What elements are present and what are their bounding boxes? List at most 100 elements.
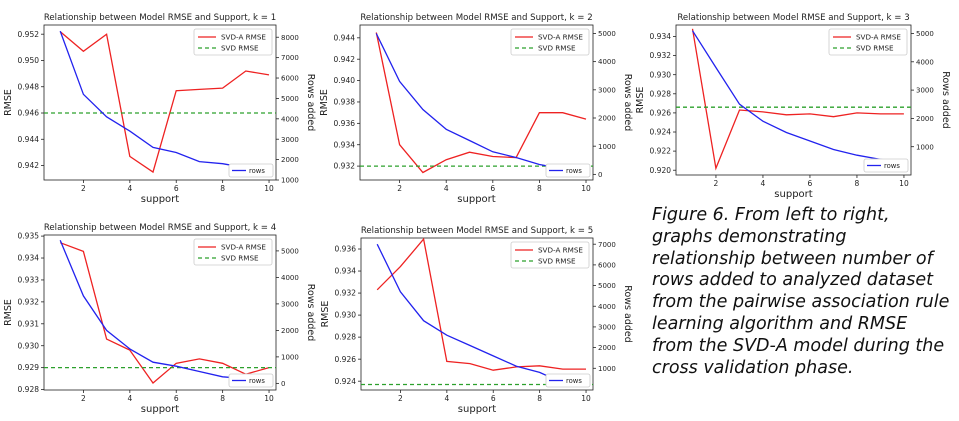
- y-tick-label: 0.935: [18, 232, 40, 241]
- legend-label: SVD-A RMSE: [856, 33, 901, 42]
- chart-k4: Relationship between Model RMSE and Supp…: [3, 223, 316, 415]
- figure-caption: Figure 6. From left to right, graphs dem…: [652, 205, 950, 378]
- x-tick-label: 4: [761, 179, 766, 188]
- y-tick-label: 0.929: [18, 363, 40, 372]
- svd-a-rmse-line: [375, 32, 587, 174]
- x-tick-label: 2: [397, 184, 402, 193]
- y-tick-label: 0.934: [334, 140, 356, 149]
- legend: SVD-A RMSE SVD RMSE: [193, 28, 273, 56]
- y-tick-label: 0.938: [334, 98, 356, 107]
- y-tick-label: 0.930: [18, 341, 40, 350]
- legend-label: SVD RMSE: [538, 44, 576, 53]
- y-axis-label: RMSE: [3, 299, 14, 326]
- x-axis-label: support: [774, 189, 812, 200]
- y2-tick-label: 0: [598, 171, 602, 179]
- x-tick-label: 6: [174, 184, 179, 193]
- y2-tick-label: 3000: [281, 300, 299, 308]
- legend-label: SVD RMSE: [221, 44, 259, 53]
- y2-tick-label: 1000: [916, 143, 934, 151]
- y2-tick-label: 1000: [598, 365, 616, 373]
- x-tick-label: 2: [398, 394, 403, 403]
- y-axis-label: RMSE: [320, 301, 331, 328]
- rows-legend-label: rows: [249, 167, 265, 175]
- y-tick-label: 0.944: [18, 135, 40, 144]
- chart-k5: Relationship between Model RMSE and Supp…: [320, 226, 633, 415]
- legend: SVD-A RMSE SVD RMSE: [510, 28, 590, 56]
- y-tick-label: 0.946: [18, 109, 40, 118]
- y-tick-label: 0.936: [335, 245, 357, 254]
- x-axis-label: support: [141, 194, 179, 205]
- chart-k2: Relationship between Model RMSE and Supp…: [319, 13, 633, 205]
- rows-legend-box: [228, 163, 274, 178]
- chart-k3: Relationship between Model RMSE and Supp…: [635, 13, 951, 200]
- y2-tick-label: 5000: [281, 247, 299, 255]
- legend-label: SVD RMSE: [221, 254, 259, 263]
- x-tick-label: 6: [808, 179, 813, 188]
- x-tick-label: 8: [537, 394, 542, 403]
- rows-line: [691, 30, 904, 163]
- y-tick-label: 0.932: [334, 162, 356, 171]
- x-tick-label: 10: [899, 179, 909, 188]
- x-tick-label: 10: [264, 184, 274, 193]
- rows-legend-box: [545, 163, 591, 178]
- y2-tick-label: 5000: [598, 30, 616, 38]
- y2-tick-label: 4000: [281, 115, 299, 123]
- y2-tick-label: 1000: [281, 353, 299, 361]
- rows-legend: rows: [863, 158, 909, 173]
- rows-legend: rows: [545, 373, 591, 388]
- y2-tick-label: 5000: [598, 282, 616, 290]
- y-axis-label: RMSE: [3, 89, 14, 116]
- x-tick-label: 2: [81, 394, 86, 403]
- y-tick-label: 0.934: [650, 32, 672, 41]
- rows-legend-box: [228, 373, 274, 388]
- x-tick-label: 8: [537, 184, 542, 193]
- y2-tick-label: 3000: [281, 136, 299, 144]
- y-tick-label: 0.952: [18, 30, 40, 39]
- y-tick-label: 0.950: [18, 56, 40, 65]
- x-tick-label: 6: [491, 394, 496, 403]
- svd-a-rmse-line: [59, 31, 270, 174]
- y-tick-label: 0.932: [18, 297, 40, 306]
- y-tick-label: 0.932: [650, 51, 672, 60]
- y-tick-label: 0.928: [335, 333, 357, 342]
- y2-tick-label: 0: [281, 380, 285, 388]
- chart-title: Relationship between Model RMSE and Supp…: [360, 13, 592, 23]
- y-tick-label: 0.930: [335, 311, 357, 320]
- y-tick-label: 0.933: [18, 276, 40, 285]
- rows-legend: rows: [228, 373, 274, 388]
- legend: SVD-A RMSE SVD RMSE: [510, 241, 590, 269]
- y2-tick-label: 2000: [598, 115, 616, 123]
- x-axis-label: support: [458, 404, 496, 415]
- y2-tick-label: 2000: [598, 344, 616, 352]
- y-tick-label: 0.930: [650, 70, 672, 79]
- y-tick-label: 0.944: [334, 33, 356, 42]
- y-tick-label: 0.928: [18, 385, 40, 394]
- svd-a-rmse-line: [59, 242, 270, 384]
- y2-axis-label: Rows added: [940, 71, 951, 128]
- y2-tick-label: 1000: [598, 143, 616, 151]
- x-axis-label: support: [457, 194, 495, 205]
- y-tick-label: 0.920: [650, 166, 672, 175]
- legend-label: SVD-A RMSE: [221, 243, 266, 252]
- y2-tick-label: 2000: [281, 156, 299, 164]
- x-tick-label: 10: [264, 394, 274, 403]
- x-tick-label: 4: [127, 184, 132, 193]
- y2-tick-label: 3000: [598, 324, 616, 332]
- y2-tick-label: 3000: [598, 86, 616, 94]
- legend: SVD-A RMSE SVD RMSE: [828, 28, 908, 56]
- y-tick-label: 0.936: [334, 119, 356, 128]
- chart-title: Relationship between Model RMSE and Supp…: [44, 13, 276, 23]
- rows-legend-box: [545, 373, 591, 388]
- y2-tick-label: 2000: [281, 327, 299, 335]
- y-tick-label: 0.926: [335, 355, 357, 364]
- svd-a-rmse-line: [376, 237, 586, 371]
- y-tick-label: 0.928: [650, 89, 672, 98]
- y2-tick-label: 7000: [598, 241, 616, 249]
- legend-label: SVD RMSE: [856, 44, 894, 53]
- y2-axis-label: Rows added: [622, 285, 633, 342]
- x-tick-label: 4: [444, 184, 449, 193]
- y-axis-label: RMSE: [319, 89, 330, 116]
- legend-label: SVD-A RMSE: [538, 33, 583, 42]
- x-tick-label: 2: [81, 184, 86, 193]
- x-tick-label: 6: [174, 394, 179, 403]
